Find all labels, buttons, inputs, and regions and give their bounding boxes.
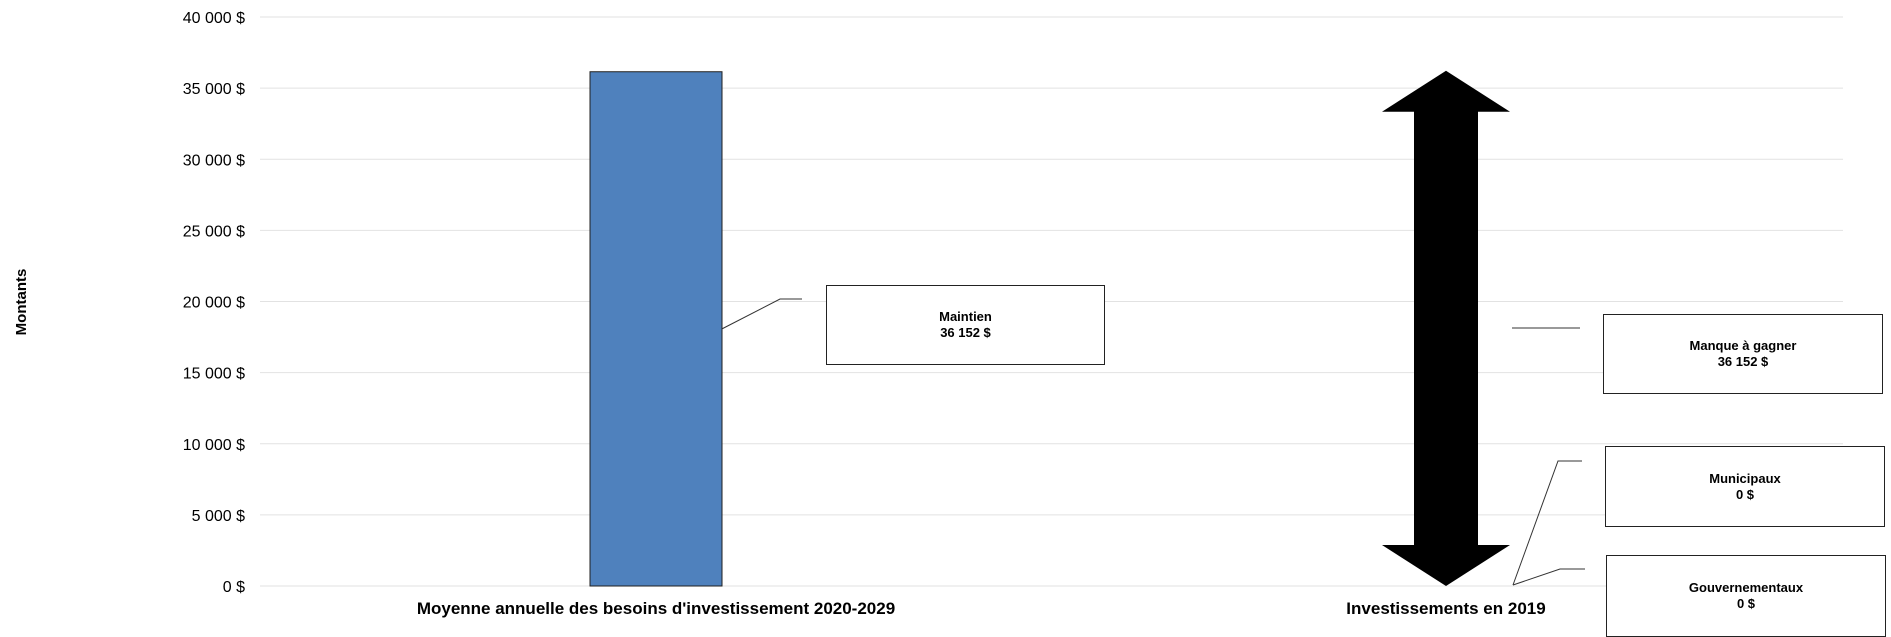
gap-arrow xyxy=(1382,70,1510,587)
callout-manque-name: Manque à gagner xyxy=(1689,338,1797,353)
y-tick-label: 40 000 $ xyxy=(183,10,245,27)
y-tick-label: 20 000 $ xyxy=(183,295,245,312)
callout-gouvernementaux-name: Gouvernementaux xyxy=(1688,580,1804,595)
callout-gouvernementaux: Gouvernementaux 0 $ xyxy=(1606,555,1886,637)
y-tick-label: 15 000 $ xyxy=(183,366,245,383)
callout-leader-line xyxy=(1512,568,1585,586)
callout-leaders xyxy=(721,298,1585,586)
y-tick-label: 35 000 $ xyxy=(183,81,245,98)
callout-municipaux: Municipaux 0 $ xyxy=(1605,446,1885,527)
y-tick-label: 10 000 $ xyxy=(183,437,245,454)
bar-maintien xyxy=(589,71,723,587)
callout-maintien-value: 36 152 $ xyxy=(940,325,991,340)
gap-arrow-group xyxy=(1382,70,1510,587)
x-category-label: Investissements en 2019 xyxy=(1346,599,1545,618)
y-tick-label: 5 000 $ xyxy=(192,508,245,525)
y-tick-label: 30 000 $ xyxy=(183,152,245,169)
callout-municipaux-name: Municipaux xyxy=(1709,470,1781,486)
x-axis-categories: Moyenne annuelle des besoins d'investiss… xyxy=(417,599,1546,618)
callout-manque-value: 36 152 $ xyxy=(1717,354,1769,369)
y-tick-label: 25 000 $ xyxy=(183,223,245,240)
y-tick-label: 0 $ xyxy=(223,579,245,596)
callout-maintien-name: Maintien xyxy=(939,309,992,324)
x-category-label: Moyenne annuelle des besoins d'investiss… xyxy=(417,599,895,618)
callout-maintien: Maintien 36 152 $ xyxy=(826,285,1105,365)
y-axis-title: Montants xyxy=(13,269,30,336)
callout-leader-line xyxy=(721,298,802,330)
y-axis-ticks: 0 $ 5 000 $ 10 000 $ 15 000 $ 20 000 $ 25 000… xyxy=(183,10,245,596)
bars xyxy=(589,71,723,587)
callout-leader-line xyxy=(1512,460,1582,586)
callout-municipaux-value: 0 $ xyxy=(1735,486,1755,502)
callout-manque-a-gagner: Manque à gagner 36 152 $ xyxy=(1603,314,1883,394)
callout-gouvernementaux-value: 0 $ xyxy=(1736,596,1756,611)
